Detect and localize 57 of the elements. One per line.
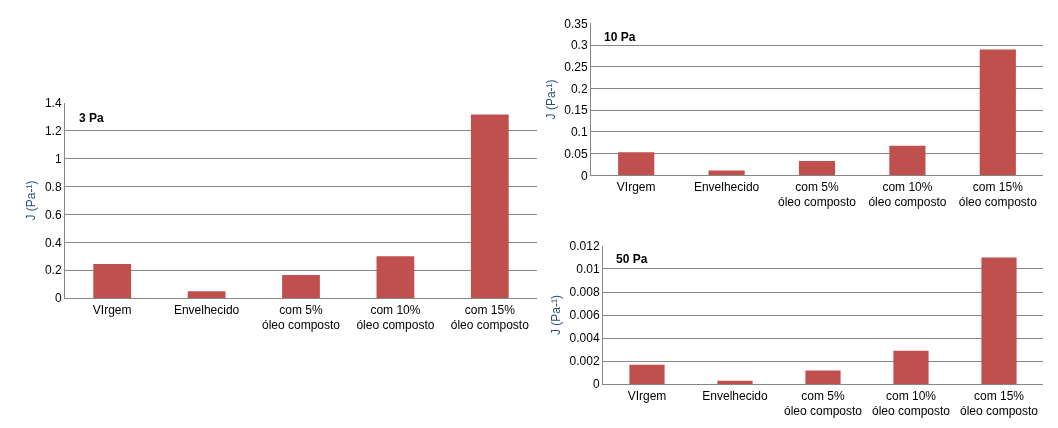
y-axis-title: J (Pa-¹) [548,295,563,336]
y-tick-label: 0 [580,168,588,183]
y-tick-label: 0.012 [569,239,600,254]
x-tick-label: Envelhecido [173,302,240,317]
y-tick-label: 0.15 [564,103,588,118]
x-tick-label: com 10% óleo composto [868,179,947,210]
y-tick-label: 0.8 [44,179,62,194]
y-tick-label: 0.008 [569,285,600,300]
x-tick-label: com 15% óleo composto [959,388,1039,419]
bar [187,291,226,299]
y-tick-label: 0.006 [569,308,600,323]
y-tick-label: 0.4 [44,235,62,250]
y-tick-label: 1.2 [44,123,62,138]
y-tick-label: 0.25 [564,60,588,75]
bar [618,152,655,176]
y-tick-label: 0.2 [570,81,588,96]
bar [893,350,929,385]
x-tick-label: com 10% óleo composto [356,302,435,333]
x-tick-label: Envelhecido [702,388,769,403]
y-axis-title: J (Pa-¹) [24,180,39,221]
x-tick-label: VIrgem [92,302,132,317]
bar [629,364,665,385]
x-tick-label: com 5% óleo composto [777,179,857,210]
bar [376,256,415,299]
x-tick-label: VIrgem [627,388,667,403]
bar [979,49,1016,176]
bar [93,263,132,299]
bar [282,275,320,299]
y-tick-label: 0.2 [44,263,62,278]
y-tick-label: 0.01 [576,262,600,277]
y-tick-label: 0.1 [570,125,588,140]
x-tick-label: com 15% óleo composto [450,302,530,333]
bar [470,114,509,299]
y-tick-label: 0.002 [569,354,600,369]
bar [889,145,926,176]
x-tick-label: VIrgem [616,179,656,194]
x-tick-label: com 5% óleo composto [261,302,341,333]
x-tick-label: com 5% óleo composto [783,388,863,419]
text: 10 Pa [604,30,636,44]
y-axis-title: J (Pa-¹) [543,79,558,120]
bar [981,257,1017,385]
y-tick-label: 1 [54,151,62,166]
y-tick-label: 0.6 [44,207,62,222]
y-tick-label: 0 [592,377,600,392]
y-tick-label: 1.4 [44,95,62,110]
text: 50 Pa [616,252,648,266]
y-tick-label: 0.35 [564,16,588,31]
y-tick-label: 0.3 [570,38,588,53]
y-tick-label: 0 [54,291,62,306]
x-tick-label: com 15% óleo composto [958,179,1038,210]
text: 3 Pa [79,111,105,125]
y-tick-label: 0.004 [569,331,600,346]
bar [805,370,841,385]
x-tick-label: Envelhecido [693,179,760,194]
y-tick-label: 0.05 [564,146,588,161]
x-tick-label: com 10% óleo composto [871,388,951,419]
bar [798,160,836,176]
